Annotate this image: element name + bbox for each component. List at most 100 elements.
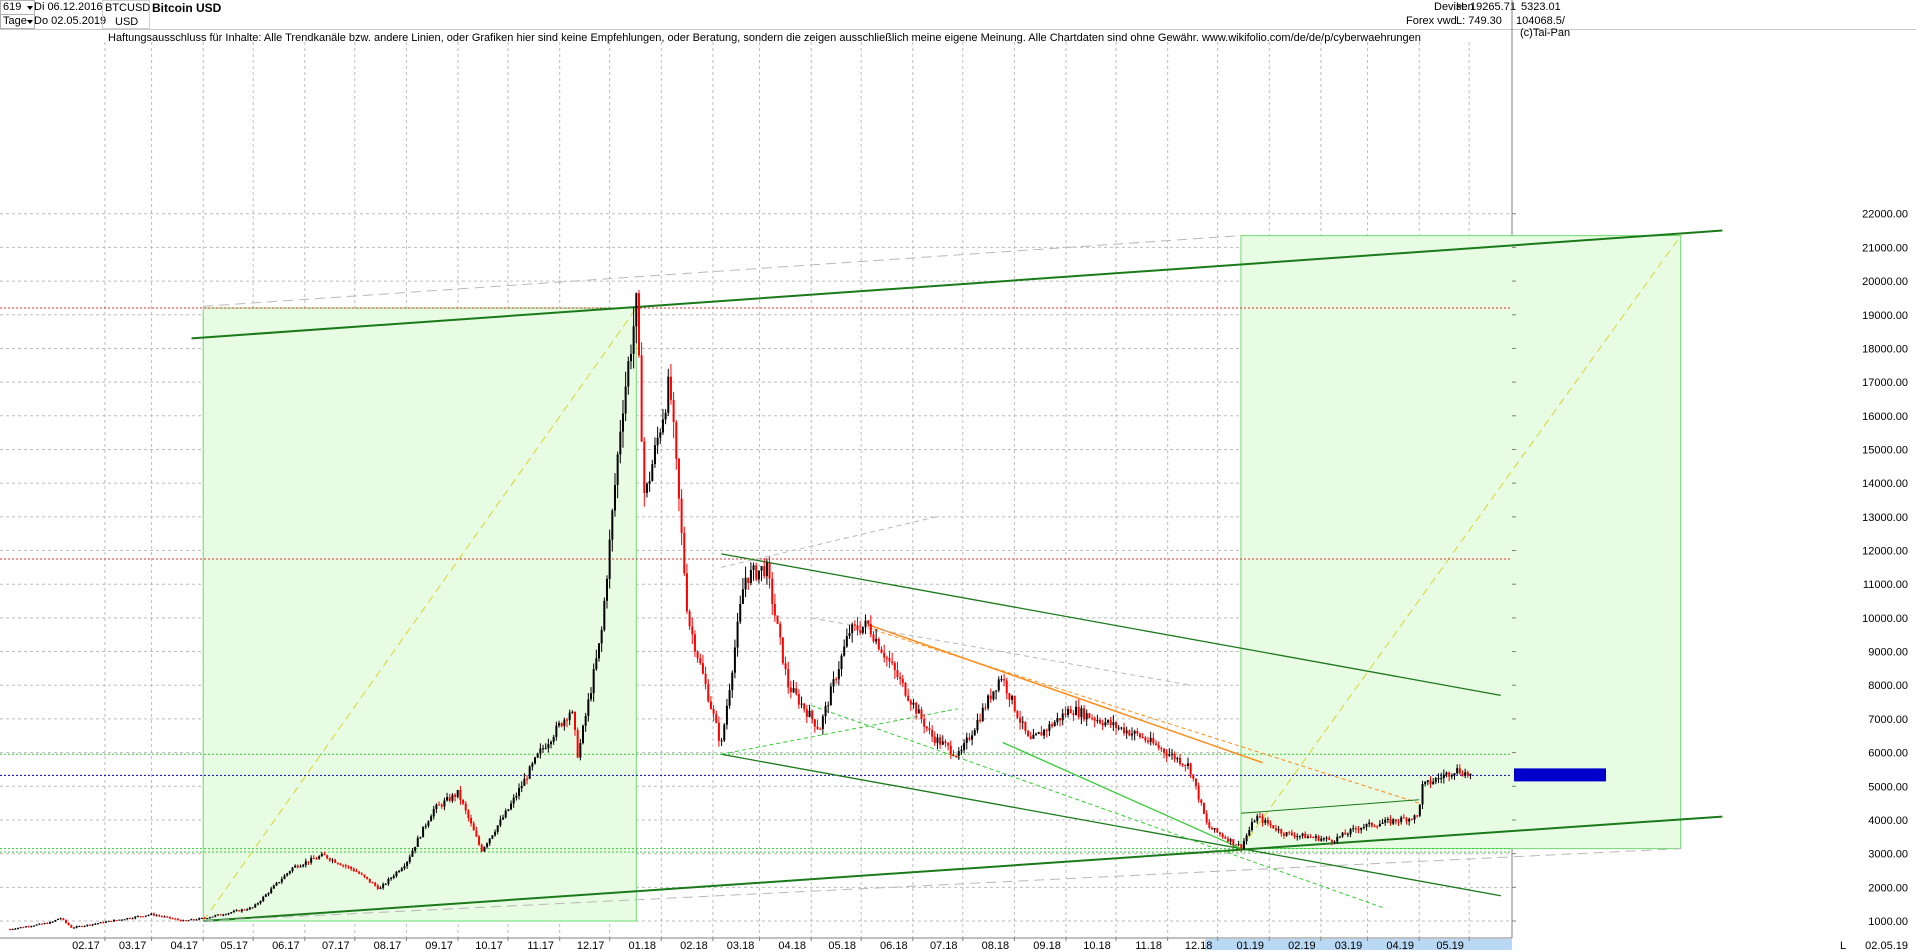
candle-body	[904, 682, 907, 696]
candle-body	[1437, 778, 1440, 780]
candle-body	[288, 871, 291, 874]
y-tick-label: 17000.00	[1862, 377, 1908, 389]
candle-body	[1440, 778, 1443, 780]
fib-zones	[202, 235, 1682, 922]
candle-body	[83, 925, 86, 927]
candle-body	[51, 921, 54, 923]
candle-body	[1258, 816, 1261, 818]
candle-body	[163, 916, 166, 918]
candle-body	[70, 925, 73, 928]
candle-body	[358, 871, 361, 874]
candle-body	[403, 866, 406, 869]
candle-body	[168, 916, 171, 919]
candle-body	[613, 485, 616, 511]
last-value: 5323.01	[1521, 1, 1561, 13]
candle-body	[171, 918, 174, 920]
candle-body	[40, 923, 43, 925]
x-tick-label: 11.18	[1135, 940, 1162, 952]
candle-body	[272, 885, 275, 889]
candle-body	[1264, 819, 1267, 823]
candle-body	[1250, 822, 1253, 831]
candle-body	[88, 924, 91, 926]
candle-body	[216, 914, 219, 916]
candle-body	[619, 431, 622, 455]
candle-body	[936, 737, 939, 744]
candle-body	[864, 620, 867, 627]
trendlines	[191, 229, 1723, 922]
candle-body	[616, 454, 619, 486]
candle-body	[304, 861, 307, 865]
y-tick-label: 15000.00	[1862, 444, 1908, 456]
candle-body	[835, 679, 838, 681]
chart-title: Bitcoin USD	[152, 1, 222, 15]
candle-body	[1442, 774, 1445, 779]
candle-body	[1107, 720, 1110, 723]
candle-body	[973, 730, 976, 736]
candle-body	[339, 863, 342, 866]
period-select[interactable]: Tage	[0, 14, 35, 29]
candle-body	[1280, 829, 1283, 834]
candle-body	[571, 711, 574, 713]
candle-body	[1125, 730, 1128, 734]
candle-body	[448, 797, 451, 801]
candle-body	[96, 923, 99, 925]
candle-body	[1133, 731, 1136, 734]
candle-body	[1346, 834, 1349, 836]
candle-body	[363, 874, 366, 877]
candle-body	[787, 669, 790, 688]
candle-body	[291, 867, 294, 872]
candle-body	[451, 794, 454, 801]
candle-body	[715, 713, 718, 723]
candle-body	[1117, 727, 1120, 729]
candle-body	[1128, 730, 1131, 736]
candle-body	[803, 703, 806, 710]
candle-body	[72, 927, 75, 929]
y-axis: 1000.00 2000.00 3000.00 4000.00 5000.00 6000.…	[1512, 209, 1908, 928]
candle-body	[230, 912, 233, 914]
candle-body	[781, 637, 784, 664]
candle-body	[888, 657, 891, 662]
candle-body	[1352, 828, 1355, 830]
candle-body	[1234, 844, 1237, 846]
candle-body	[1274, 828, 1277, 831]
candle-body	[107, 920, 110, 922]
candle-body	[1397, 821, 1400, 823]
x-scroll-label: L	[1840, 940, 1846, 952]
candle-body	[747, 577, 750, 584]
candle-body	[1152, 737, 1155, 744]
candle-body	[435, 804, 438, 809]
candle-body	[1205, 813, 1208, 823]
candle-body	[99, 922, 102, 924]
candle-body	[184, 920, 187, 922]
candle-body	[382, 884, 385, 888]
candle-body	[979, 719, 982, 721]
candle-body	[635, 293, 638, 327]
copyright: (c)Tai-Pan	[1520, 27, 1571, 39]
candle-body	[1456, 768, 1459, 774]
candle-body	[552, 737, 555, 742]
candle-body	[14, 928, 17, 930]
candle-body	[1144, 737, 1147, 741]
candle-body	[299, 866, 302, 868]
candle-body	[1184, 764, 1187, 766]
trendline-gray-upper	[203, 235, 1241, 307]
candle-body	[488, 838, 491, 844]
candle-body	[176, 918, 179, 920]
candle-body	[259, 901, 262, 904]
candle-body	[1298, 835, 1301, 837]
date-to: Do 02.05.2019	[34, 15, 107, 27]
candle-body	[813, 719, 816, 727]
candle-body	[531, 763, 534, 767]
candle-body	[819, 728, 822, 730]
candle-body	[200, 917, 203, 919]
candle-body	[1155, 743, 1158, 745]
candle-body	[1101, 723, 1104, 726]
candle-body	[483, 846, 486, 852]
candle-body	[574, 711, 577, 731]
candle-body	[1296, 836, 1299, 838]
candle-body	[992, 691, 995, 700]
candle-body	[824, 706, 827, 717]
candle-body	[1290, 832, 1293, 836]
candle-body	[1075, 706, 1078, 715]
candle-body	[845, 636, 848, 647]
